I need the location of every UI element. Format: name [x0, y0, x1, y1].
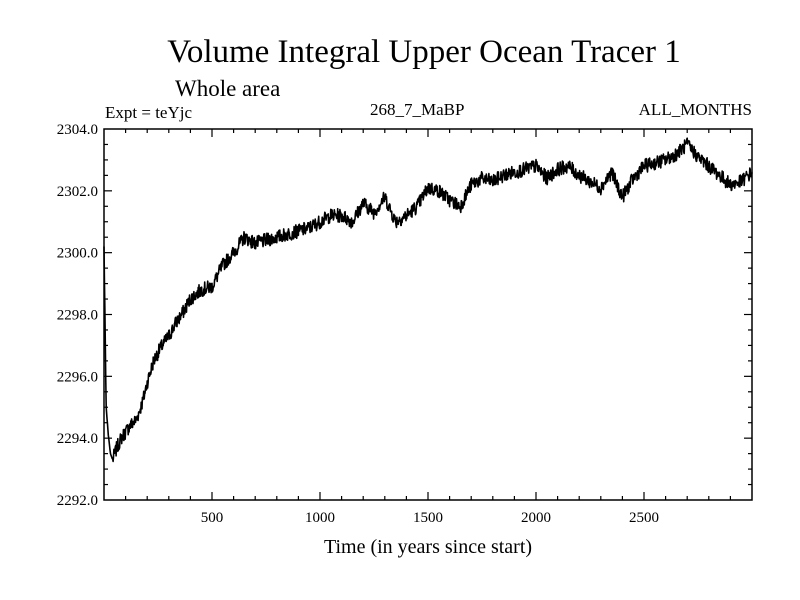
- y-tick-label: 2296.0: [57, 369, 98, 385]
- chart-title: Volume Integral Upper Ocean Tracer 1: [167, 34, 681, 70]
- x-tick-label: 1500: [413, 510, 443, 526]
- y-tick-label: 2294.0: [57, 431, 98, 447]
- x-axis-title: Time (in years since start): [324, 536, 532, 558]
- chart-subtitle: Whole area: [175, 76, 281, 101]
- x-tick-label: 2000: [521, 510, 551, 526]
- plot-frame: [103, 128, 753, 501]
- x-tick-label: 500: [201, 510, 224, 526]
- tick-labels: 500 1000 1500 2000 2500 2292.0 2294.0 2296.0 229…: [57, 122, 659, 526]
- y-tick-label: 2302.0: [57, 184, 98, 200]
- experiment-label: Expt = teYjc: [105, 103, 193, 122]
- x-tick-label: 2500: [629, 510, 659, 526]
- series-line-tracer-1: [103, 137, 753, 463]
- y-tick-label: 2292.0: [57, 493, 98, 509]
- y-tick-label: 2298.0: [57, 308, 98, 324]
- months-label: ALL_MONTHS: [638, 100, 752, 119]
- y-tick-label: 2300.0: [57, 246, 98, 262]
- x-tick-label: 1000: [305, 510, 335, 526]
- y-tick-label: 2304.0: [57, 122, 98, 138]
- period-label: 268_7_MaBP: [370, 100, 465, 119]
